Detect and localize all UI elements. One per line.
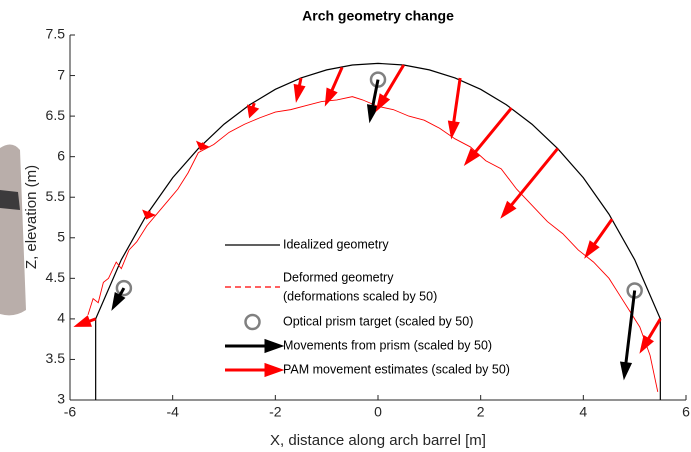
y-tick-label: 6.5 <box>46 107 66 123</box>
x-tick-label: 0 <box>374 404 382 420</box>
movement-arrow <box>622 291 635 376</box>
movement-arrow <box>78 318 96 326</box>
legend-label: PAM movement estimates (scaled by 50) <box>283 362 510 376</box>
y-axis-label: Z, elevation (m) <box>23 165 40 269</box>
legend-label: Idealized geometry <box>283 237 389 251</box>
y-tick-label: 7 <box>57 66 65 82</box>
legend-label: Movements from prism (scaled by 50) <box>283 338 492 352</box>
legend-label: Optical prism target (scaled by 50) <box>283 314 473 328</box>
chart-title: Arch geometry change <box>302 8 454 24</box>
x-axis-label: X, distance along arch barrel [m] <box>270 432 486 449</box>
legend-swatch <box>225 365 280 375</box>
legend-label: Deformed geometry <box>283 270 394 284</box>
x-tick-label: 6 <box>682 404 690 420</box>
x-tick-label: 4 <box>579 404 587 420</box>
x-tick-label: -2 <box>269 404 282 420</box>
y-tick-label: 6 <box>57 147 65 163</box>
movement-arrow <box>450 78 460 135</box>
movement-arrow <box>145 211 152 217</box>
legend-note: (deformations scaled by 50) <box>283 289 437 303</box>
y-tick-label: 3.5 <box>46 350 66 366</box>
y-tick-label: 7.5 <box>46 26 66 42</box>
x-tick-label: -4 <box>166 404 179 420</box>
chart: Arch geometry change X, distance along a… <box>0 0 691 452</box>
legend-swatch <box>225 341 280 351</box>
movement-arrow <box>199 143 206 149</box>
y-tick-label: 4 <box>57 310 65 326</box>
movement-arrow <box>327 67 342 102</box>
y-tick-label: 4.5 <box>46 269 66 285</box>
y-tick-label: 5.5 <box>46 188 66 204</box>
x-tick-label: 2 <box>477 404 485 420</box>
movement-arrow <box>295 78 303 98</box>
movement-arrow <box>587 219 612 255</box>
photo-fragment-dark <box>0 190 20 210</box>
movement-arrow <box>467 108 512 162</box>
x-tick-label: -6 <box>64 404 77 420</box>
y-tick-label: 5 <box>57 228 65 244</box>
legend-swatch <box>246 315 260 329</box>
movement-arrow <box>642 319 660 350</box>
